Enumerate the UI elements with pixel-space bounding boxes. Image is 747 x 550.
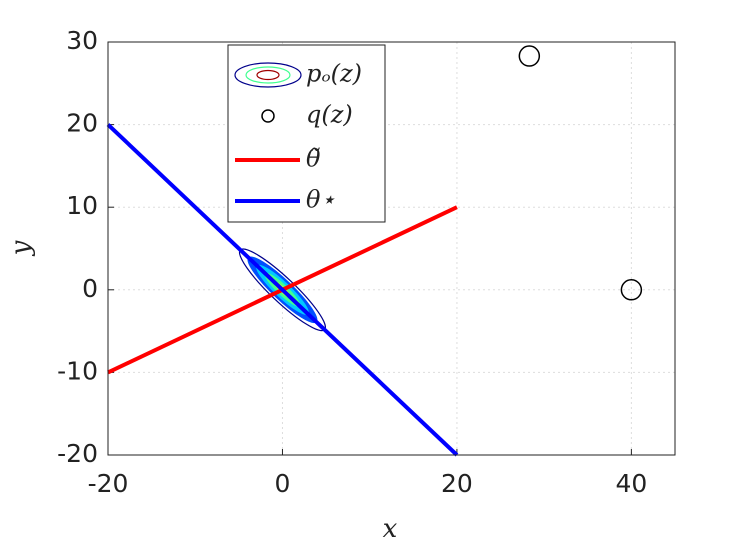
y-tick-label: 20 — [66, 109, 98, 138]
legend-label: θ̃ — [306, 145, 321, 173]
legend-icon — [256, 69, 280, 81]
legend-label: pₒ(z) — [306, 60, 362, 88]
x-tick-label: 20 — [441, 469, 473, 498]
y-tick-label: -10 — [57, 356, 98, 385]
y-tick-label: 30 — [66, 26, 98, 55]
legend-label: q(z) — [306, 101, 353, 129]
y-axis-label: y — [6, 240, 36, 256]
plot-frame — [107, 41, 676, 456]
scatter-point — [518, 45, 541, 67]
x-tick-label: 40 — [615, 469, 647, 498]
scatter-point — [620, 279, 643, 301]
y-tick-label: 0 — [82, 274, 98, 303]
legend-box — [227, 44, 386, 223]
y-tick-label: 10 — [66, 191, 98, 220]
legend-icon — [234, 62, 302, 88]
x-tick-label: 0 — [275, 469, 291, 498]
line — [106, 123, 459, 457]
x-axis-label: x — [383, 514, 398, 544]
legend-label: θ⋆ — [306, 186, 335, 214]
x-tick-label: -20 — [88, 469, 129, 498]
legend-icon — [261, 109, 275, 123]
legend-icon — [245, 66, 291, 84]
y-tick-label: -20 — [57, 439, 98, 468]
